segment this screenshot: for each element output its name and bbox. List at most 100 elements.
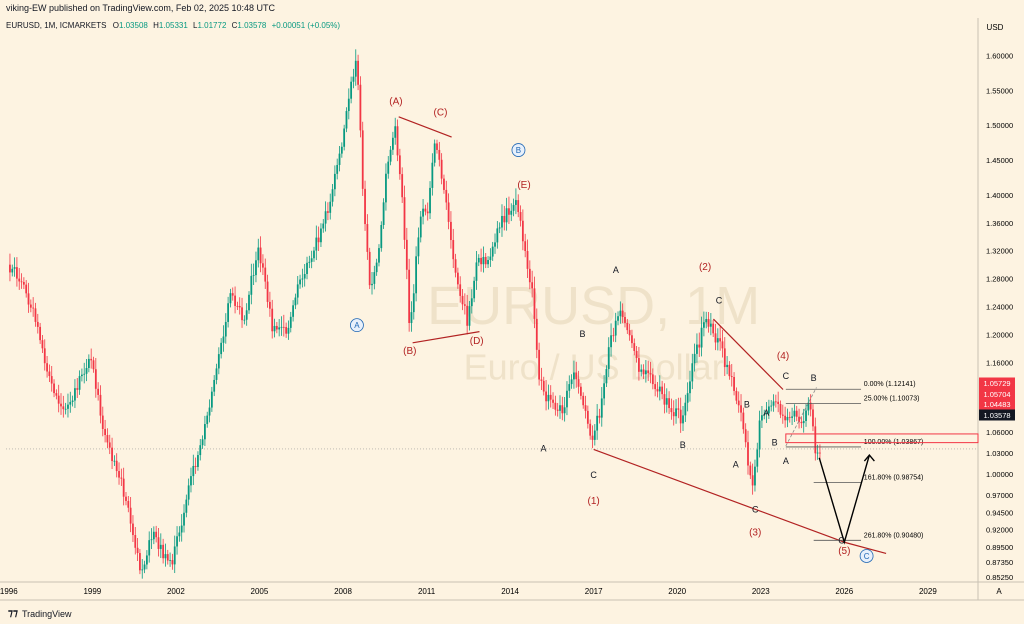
- candle: [294, 297, 297, 306]
- price-badge: [979, 388, 1015, 400]
- candle: [18, 278, 21, 282]
- wave-degree-label: (D): [470, 336, 484, 347]
- candle: [461, 295, 464, 305]
- candle: [39, 326, 42, 341]
- candle: [570, 379, 573, 385]
- candle: [579, 386, 582, 396]
- candle: [327, 211, 329, 213]
- x-tick-label: 1999: [83, 587, 101, 596]
- price-badge-label: 1.04483: [983, 400, 1010, 409]
- x-tick-label: 2017: [585, 587, 603, 596]
- candle: [234, 295, 236, 306]
- candle: [280, 326, 283, 328]
- candle: [468, 306, 471, 326]
- candle: [679, 409, 682, 424]
- price-badge-label: 1.05704: [983, 390, 1010, 399]
- candle: [415, 256, 418, 294]
- candle: [682, 415, 684, 424]
- wave-label: A: [763, 408, 769, 418]
- candle: [87, 358, 90, 369]
- candle: [686, 393, 689, 403]
- candle: [166, 554, 169, 561]
- candle: [723, 348, 726, 368]
- candle: [278, 327, 281, 330]
- candle: [336, 164, 339, 174]
- candle: [417, 237, 420, 257]
- wave-label: B: [680, 440, 686, 450]
- candle: [264, 267, 267, 282]
- candle: [626, 322, 629, 331]
- candle: [737, 400, 740, 406]
- candle: [510, 210, 513, 215]
- fib-level-label: 261.80% (0.90480): [864, 532, 924, 539]
- candle: [489, 256, 492, 260]
- candle: [816, 452, 819, 454]
- x-tick-label: 2023: [752, 587, 770, 596]
- candle: [306, 262, 308, 275]
- wave-label: B: [580, 329, 586, 339]
- candle: [106, 435, 109, 443]
- candle: [139, 553, 141, 571]
- candle: [573, 372, 575, 380]
- candle: [241, 307, 243, 321]
- candle: [528, 268, 531, 283]
- candle: [76, 388, 79, 390]
- wave-circle: [859, 549, 874, 563]
- y-tick-label: 0.87350: [986, 558, 1013, 567]
- candle: [412, 293, 415, 313]
- candle: [661, 386, 664, 395]
- candle: [268, 301, 271, 309]
- candle: [526, 251, 529, 269]
- candle: [289, 316, 292, 328]
- fib-level-label: 100.00% (1.03867): [864, 439, 924, 446]
- candle: [408, 269, 411, 324]
- close-key: C: [231, 21, 238, 30]
- candle: [670, 408, 673, 413]
- symbol-label[interactable]: EURUSD, 1M, ICMARKETS: [6, 21, 107, 30]
- candle: [482, 256, 485, 265]
- candle: [67, 404, 69, 409]
- candle: [600, 398, 603, 418]
- candle: [473, 280, 476, 299]
- candle: [756, 449, 759, 467]
- candle: [83, 373, 86, 375]
- candle: [684, 402, 687, 416]
- candle: [424, 208, 427, 212]
- candle: [621, 310, 624, 317]
- candle: [758, 420, 761, 450]
- candle: [371, 283, 373, 286]
- candle: [143, 564, 146, 570]
- watermark-name: Euro / US Dollar: [464, 347, 724, 388]
- candle: [584, 405, 587, 411]
- candle: [9, 264, 11, 273]
- candle: [422, 208, 424, 217]
- candle: [190, 476, 192, 486]
- candle: [132, 523, 134, 536]
- wave-label: A: [783, 456, 789, 466]
- candle: [436, 143, 438, 150]
- candle: [80, 374, 83, 377]
- candle: [352, 76, 355, 82]
- candle: [366, 224, 369, 252]
- candle: [310, 258, 313, 262]
- y-tick-label: 1.45000: [986, 156, 1013, 165]
- wave-circle-label: C: [864, 552, 870, 561]
- tradingview-footer[interactable]: ⁊⁊ TradingView: [8, 608, 71, 619]
- tradingview-logo-icon: ⁊⁊: [8, 608, 18, 619]
- candle: [145, 555, 148, 565]
- candle: [740, 405, 742, 413]
- candle: [43, 348, 46, 364]
- candle: [628, 330, 631, 336]
- candle: [273, 325, 276, 332]
- fib-level-label: 0.00% (1.12141): [864, 381, 916, 388]
- candle: [271, 308, 274, 332]
- candle: [508, 208, 510, 215]
- y-tick-label: 0.97000: [986, 491, 1013, 500]
- candle: [16, 267, 18, 279]
- candle: [716, 338, 719, 343]
- candle: [672, 412, 675, 417]
- candle: [183, 512, 185, 526]
- wave-degree-label: (2): [699, 262, 711, 273]
- candle: [494, 242, 496, 247]
